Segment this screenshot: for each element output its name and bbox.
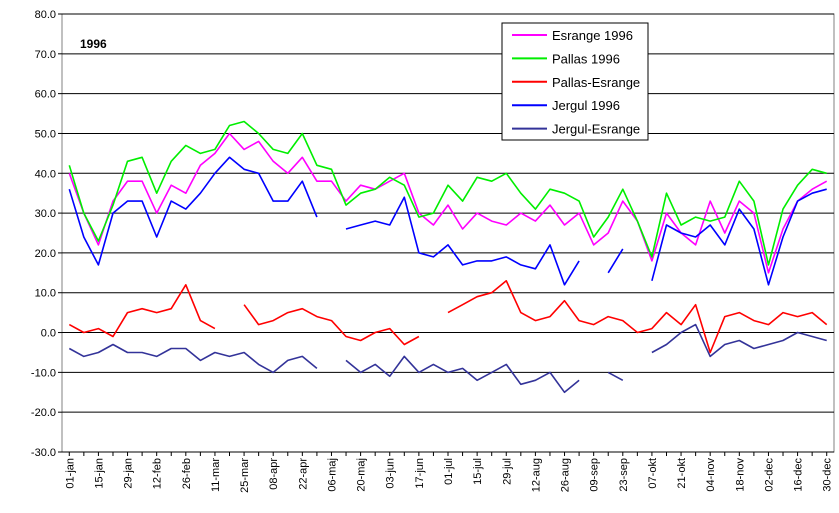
y-tick-label: -20.0 — [31, 407, 56, 419]
x-tick-label: 29-jul — [501, 458, 513, 485]
x-tick-label: 04-nov — [705, 458, 717, 492]
y-tick-label: 20.0 — [35, 248, 56, 260]
y-tick-label: 40.0 — [35, 168, 56, 180]
plot-area — [61, 13, 835, 453]
x-tick-label: 21-okt — [676, 458, 688, 489]
x-tick-label: 08-apr — [268, 458, 280, 490]
legend-label: Pallas-Esrange — [552, 75, 640, 90]
x-tick-label: 16-dec — [793, 458, 805, 492]
y-tick-label: 50.0 — [35, 128, 56, 140]
x-tick-label: 12-aug — [530, 458, 542, 492]
x-tick-label: 09-sep — [589, 458, 601, 492]
x-tick-label: 11-mar — [210, 458, 222, 492]
x-tick-label: 01-jul — [443, 458, 455, 485]
series-line — [68, 156, 827, 286]
x-tick-label: 02-dec — [763, 458, 775, 492]
x-tick-label: 26-aug — [560, 458, 572, 492]
x-tick-label: 12-feb — [152, 458, 164, 489]
series-line — [68, 280, 828, 354]
y-tick-label: 10.0 — [35, 288, 56, 300]
x-tick-label: 30-dec — [822, 458, 834, 492]
y-tick-label: 70.0 — [35, 49, 56, 61]
x-tick-label: 15-jan — [93, 458, 105, 489]
y-tick-label: 30.0 — [35, 208, 56, 220]
y-tick-label: 60.0 — [35, 89, 56, 101]
x-tick-label: 18-nov — [734, 458, 746, 492]
series-line — [68, 120, 827, 266]
x-tick-label: 15-jul — [472, 458, 484, 485]
x-tick-label: 25-mar — [239, 458, 251, 493]
x-tick-label: 01-jan — [64, 458, 76, 489]
legend-label: Esrange 1996 — [552, 28, 633, 43]
chart-title: 1996 — [80, 37, 107, 51]
legend-label: Jergul-Esrange — [552, 122, 640, 137]
x-tick-label: 22-apr — [297, 458, 309, 490]
x-tick-label: 29-jan — [123, 458, 135, 489]
x-tick-label: 20-maj — [356, 458, 368, 492]
legend: Esrange 1996 Pallas 1996 Pallas-Esrange Jer… — [501, 22, 649, 141]
legend-label: Pallas 1996 — [552, 51, 620, 66]
series-line — [68, 132, 828, 274]
x-tick-label: 17-jun — [414, 458, 426, 489]
y-tick-label: 0.0 — [41, 328, 56, 340]
x-tick-label: 26-feb — [181, 458, 193, 489]
x-tick-label: 03-jun — [385, 458, 397, 489]
legend-label: Jergul 1996 — [552, 98, 620, 113]
y-tick-label: 80.0 — [35, 9, 56, 21]
x-tick-label: 23-sep — [618, 458, 630, 492]
y-tick-label: -10.0 — [31, 367, 56, 379]
y-tick-label: -30.0 — [31, 447, 56, 459]
series-line — [68, 323, 827, 394]
x-tick-label: 07-okt — [647, 458, 659, 489]
x-tick-label: 06-maj — [326, 458, 338, 492]
